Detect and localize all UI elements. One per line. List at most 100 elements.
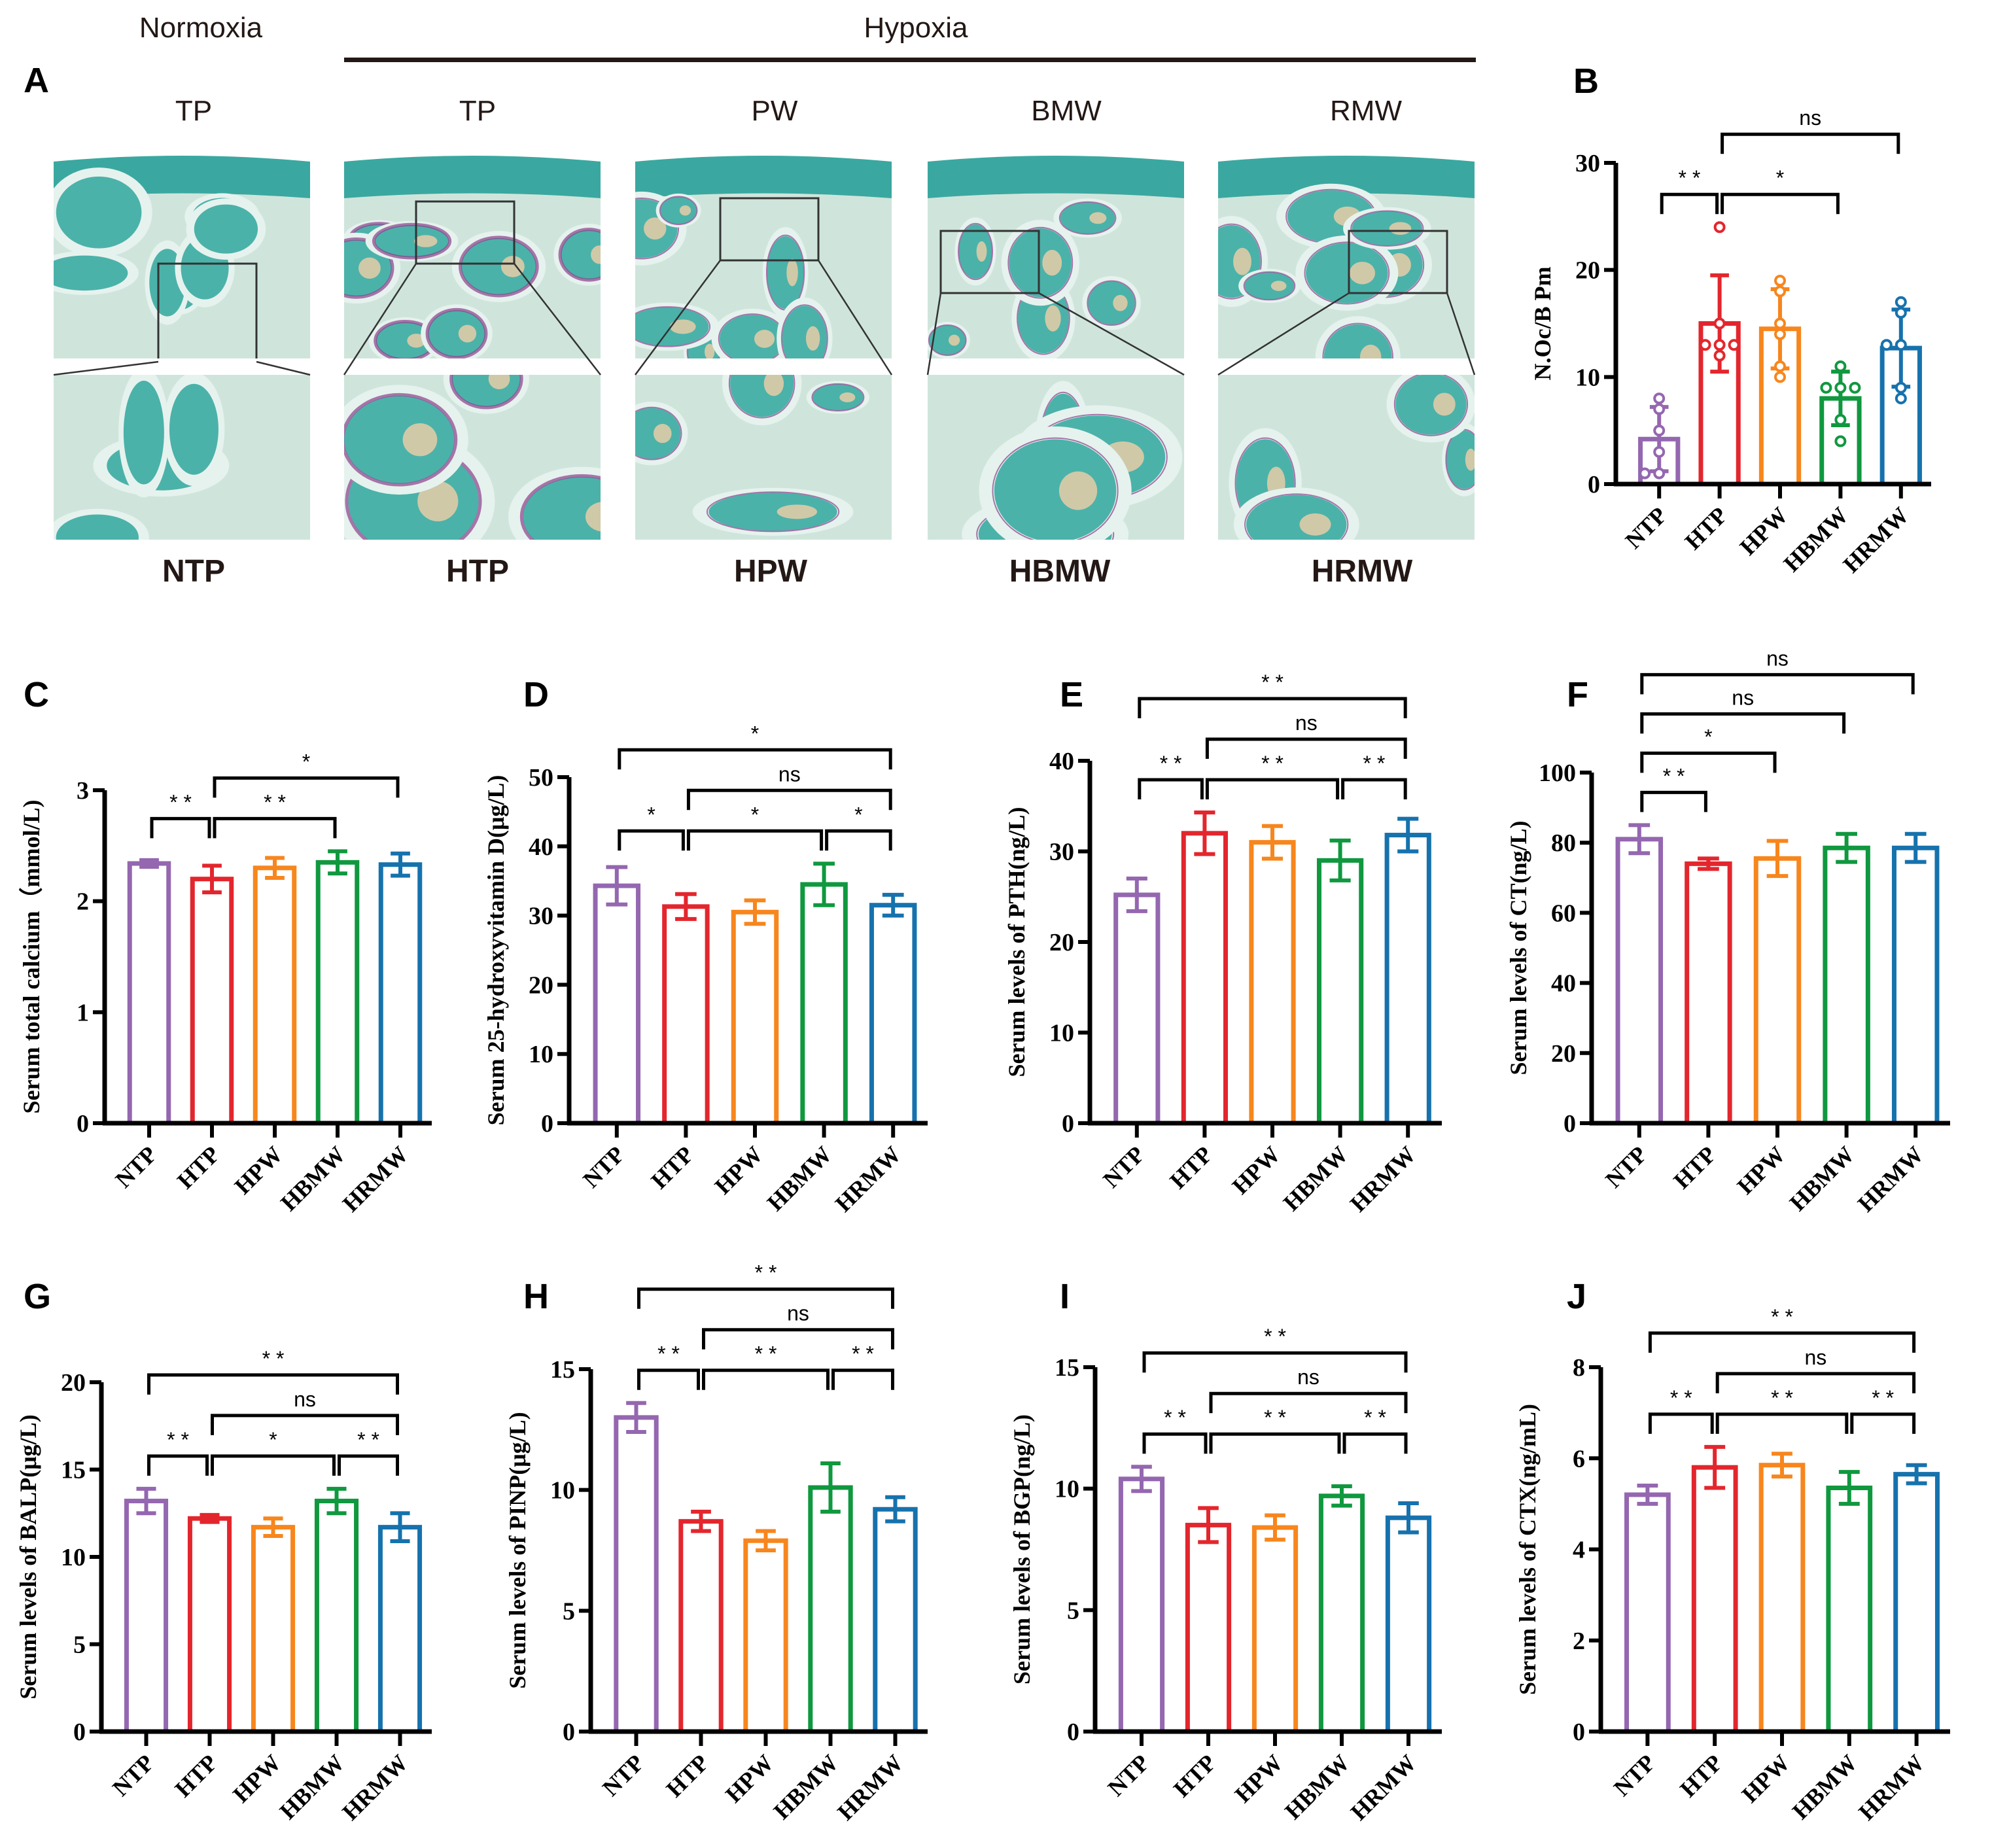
y-tick-label: 60 bbox=[1551, 899, 1576, 927]
significance-label: * * bbox=[1771, 1386, 1793, 1410]
significance-label: * bbox=[302, 750, 310, 773]
bar-hbmw bbox=[1316, 858, 1364, 1126]
significance-bracket bbox=[1205, 737, 1407, 759]
x-tick-label-hbmw: HBMW bbox=[1787, 1749, 1862, 1824]
x-tick-label-hrmw: HRMW bbox=[1853, 1141, 1929, 1217]
significance-bracket bbox=[686, 788, 892, 811]
x-tick-label-htp: HTP bbox=[172, 1141, 225, 1194]
significance-bracket bbox=[1138, 697, 1407, 718]
bar-hrmw bbox=[873, 1507, 918, 1734]
data-point-ntp bbox=[1653, 392, 1666, 405]
column-header-pw: PW bbox=[751, 95, 798, 127]
histology-overview-hpw bbox=[635, 152, 892, 358]
x-tick-label-htp: HTP bbox=[1680, 502, 1733, 555]
y-tick-label: 2 bbox=[1573, 1628, 1585, 1655]
y-axis-label: Serum levels of CTX(ng/mL) bbox=[1514, 1404, 1541, 1695]
y-tick-label: 15 bbox=[1055, 1354, 1079, 1382]
bar-htp bbox=[190, 877, 234, 1126]
significance-bracket bbox=[1721, 192, 1840, 215]
bar-hrmw bbox=[378, 862, 423, 1126]
data-point-htp bbox=[1713, 349, 1726, 362]
x-tick-label-hrmw: HRMW bbox=[337, 1749, 413, 1825]
bar-htp bbox=[1685, 861, 1732, 1126]
y-tick-label: 0 bbox=[1564, 1110, 1576, 1138]
data-point-hbmw bbox=[1820, 381, 1832, 394]
x-tick-label-ntp: NTP bbox=[1620, 502, 1672, 553]
y-tick-label: 5 bbox=[563, 1597, 575, 1625]
significance-label: * * bbox=[262, 1347, 285, 1370]
y-tick-label: 20 bbox=[1575, 257, 1600, 285]
bar-hpw bbox=[1251, 1525, 1299, 1734]
significance-bracket bbox=[1142, 1351, 1408, 1373]
x-tick-label-htp: HTP bbox=[1668, 1141, 1721, 1194]
y-tick-label: 15 bbox=[61, 1457, 86, 1484]
bar-htp bbox=[1691, 1465, 1738, 1734]
significance-label: * * bbox=[169, 790, 192, 814]
significance-bracket bbox=[702, 1369, 830, 1390]
significance-bracket bbox=[637, 1369, 700, 1390]
histology-overview-htp bbox=[344, 152, 601, 358]
significance-bracket bbox=[831, 1369, 894, 1390]
significance-label: ns bbox=[787, 1302, 809, 1325]
significance-label: ns bbox=[1799, 106, 1821, 130]
significance-label: * * bbox=[167, 1428, 189, 1452]
significance-label: * * bbox=[1663, 764, 1685, 788]
x-tick-label-hbmw: HBMW bbox=[275, 1141, 351, 1216]
x-tick-label-ntp: NTP bbox=[107, 1749, 159, 1801]
x-tick-label-ntp: NTP bbox=[1609, 1749, 1660, 1801]
histology-inset-ntp bbox=[54, 375, 310, 540]
data-point-hrmw bbox=[1880, 339, 1893, 351]
significance-bracket bbox=[213, 776, 400, 798]
panel-letter-g: G bbox=[24, 1277, 51, 1316]
y-tick-label: 40 bbox=[1049, 748, 1074, 775]
bar-hrmw bbox=[1384, 833, 1431, 1126]
bar-hrmw bbox=[869, 903, 917, 1126]
bar-ntp bbox=[1118, 1476, 1165, 1734]
panel-letter-h: H bbox=[523, 1277, 549, 1316]
histology-overview-hbmw bbox=[928, 152, 1184, 358]
column-header-bmw: BMW bbox=[1031, 95, 1102, 127]
y-axis-label: Serum 25-hydroxyvitamin D(μg/L) bbox=[483, 775, 509, 1126]
x-tick-label-hpw: HPW bbox=[1735, 502, 1793, 560]
bar-hbmw bbox=[800, 882, 848, 1126]
significance-label: * * bbox=[1872, 1386, 1894, 1410]
data-point-hpw bbox=[1774, 317, 1786, 330]
x-tick-label-hpw: HPW bbox=[228, 1749, 286, 1807]
y-tick-label: 30 bbox=[1049, 839, 1074, 866]
x-tick-label-hrmw: HRMW bbox=[1853, 1749, 1929, 1825]
bar-hrmw bbox=[1893, 1472, 1940, 1734]
data-point-htp bbox=[1713, 317, 1726, 330]
bar-htp bbox=[662, 904, 710, 1126]
significance-bracket bbox=[1715, 1412, 1849, 1434]
significance-label: * * bbox=[1160, 752, 1182, 775]
x-tick-label-hbmw: HBMW bbox=[275, 1749, 350, 1824]
y-tick-label: 15 bbox=[550, 1356, 575, 1384]
hypoxia-label: Hypoxia bbox=[864, 12, 968, 44]
bar-htp bbox=[678, 1519, 724, 1734]
significance-bracket bbox=[702, 1328, 894, 1350]
column-header-tp-normoxia: TP bbox=[175, 95, 213, 127]
bar-hpw bbox=[253, 865, 297, 1126]
y-tick-label: 10 bbox=[1049, 1020, 1074, 1047]
bar-hrmw bbox=[377, 1525, 423, 1734]
data-point-htp bbox=[1713, 339, 1726, 351]
x-tick-label-hrmw: HRMW bbox=[1838, 502, 1914, 578]
significance-bracket bbox=[618, 748, 892, 770]
y-tick-label: 30 bbox=[1575, 150, 1600, 177]
x-tick-label-hbmw: HBMW bbox=[1779, 502, 1854, 577]
data-point-hbmw bbox=[1834, 435, 1847, 447]
group-label-ntp: NTP bbox=[162, 554, 225, 589]
x-tick-label-hrmw: HRMW bbox=[1345, 1141, 1421, 1217]
significance-bracket bbox=[686, 829, 824, 851]
y-tick-label: 0 bbox=[1067, 1718, 1079, 1746]
y-tick-label: 10 bbox=[1055, 1476, 1079, 1503]
significance-bracket bbox=[825, 829, 892, 851]
y-tick-label: 5 bbox=[73, 1631, 86, 1659]
data-point-hpw bbox=[1774, 371, 1786, 383]
bar-hbmw bbox=[1826, 1486, 1873, 1734]
significance-label: ns bbox=[778, 762, 801, 786]
